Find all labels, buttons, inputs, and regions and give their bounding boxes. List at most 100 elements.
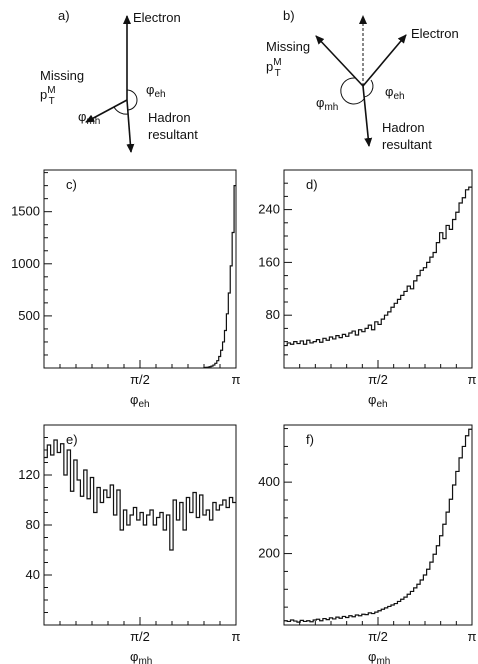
- histogram-series: [284, 428, 472, 623]
- histogram-bin: [297, 344, 300, 368]
- phi-subscript: mh: [376, 656, 390, 664]
- histogram-bin: [186, 498, 189, 626]
- histogram-bin: [417, 584, 420, 625]
- histogram-bin: [397, 601, 400, 625]
- histogram-bin: [294, 621, 297, 625]
- histogram-bin: [459, 458, 462, 625]
- histogram-bin: [51, 455, 54, 625]
- phi-symbol: φ: [316, 95, 324, 110]
- panel-label: e): [66, 432, 78, 447]
- histogram-bin: [223, 342, 225, 368]
- histogram-bin: [401, 295, 404, 368]
- histogram-bin: [120, 530, 123, 625]
- phi-symbol: φ: [385, 84, 393, 99]
- histogram-bin: [446, 512, 449, 625]
- resultant-label: resultant: [148, 127, 198, 142]
- histogram-bin: [355, 615, 358, 625]
- histogram-bin: [466, 190, 469, 368]
- histogram-bin: [310, 622, 313, 625]
- histogram-bin: [77, 480, 80, 625]
- y-tick-label: 1000: [11, 256, 40, 271]
- histogram-bin: [217, 361, 219, 368]
- histogram-bin: [54, 440, 57, 625]
- histogram-bin: [378, 324, 381, 368]
- histogram-bin: [287, 621, 290, 625]
- histogram-bin: [287, 343, 290, 368]
- histogram-bin: [333, 339, 336, 368]
- x-axis-label: φmh: [130, 649, 152, 664]
- histogram-bin: [140, 513, 143, 626]
- electron-label: Electron: [133, 10, 181, 25]
- histogram-bin: [84, 470, 87, 625]
- histogram-bin: [127, 525, 130, 625]
- x-tick-label: π/2: [130, 372, 150, 387]
- histogram-bin: [173, 500, 176, 625]
- histogram-bin: [326, 340, 329, 368]
- panel-label: f): [306, 432, 314, 447]
- histogram-bin: [368, 613, 371, 625]
- missing-pt-label: pM T: [40, 85, 56, 107]
- histogram-bin: [469, 187, 472, 368]
- histogram-bin: [180, 503, 183, 626]
- histogram-bin: [107, 498, 110, 626]
- plot-frame: [43, 169, 237, 369]
- histogram-bin: [456, 471, 459, 625]
- histogram-bin: [133, 508, 136, 626]
- y-tick-label: 80: [26, 517, 40, 532]
- pt-symbol: p: [40, 87, 47, 102]
- phi-eh-label: φeh: [146, 82, 166, 100]
- histogram-bin: [436, 546, 439, 625]
- histogram-panel-e: π/2 π 40 80 120 e) φmh: [18, 424, 241, 664]
- histogram-bin: [381, 319, 384, 368]
- histogram-bin: [290, 344, 293, 368]
- missing-pt-arrow: [315, 35, 364, 87]
- missing-pt-label: pM T: [266, 57, 282, 79]
- histogram-bin: [404, 291, 407, 368]
- histogram-bin: [203, 515, 206, 625]
- histogram-bin: [440, 536, 443, 625]
- histogram-bin: [137, 520, 140, 625]
- histogram-bin: [339, 338, 342, 368]
- phi-symbol: φ: [130, 392, 138, 407]
- histogram-bin: [229, 498, 232, 626]
- histogram-bin: [206, 510, 209, 625]
- histogram-bin: [157, 518, 160, 626]
- phi-sub: mh: [324, 102, 338, 113]
- histogram-bin: [375, 612, 378, 625]
- phi-sub: mh: [86, 116, 100, 127]
- histogram-bin: [316, 340, 319, 368]
- histogram-bin: [303, 621, 306, 625]
- histogram-bin: [427, 569, 430, 625]
- phi-subscript: eh: [376, 399, 387, 410]
- histogram-bin: [219, 505, 222, 625]
- histogram-bin: [216, 510, 219, 625]
- hadron-label: Hadron: [148, 110, 191, 125]
- histogram-bin: [150, 510, 153, 625]
- histogram-bin: [372, 614, 375, 625]
- histogram-bin: [414, 588, 417, 625]
- histogram-bin: [410, 289, 413, 368]
- missing-label: Missing: [266, 39, 310, 54]
- histogram-bin: [90, 478, 93, 626]
- histogram-bin: [209, 367, 211, 368]
- histogram-bin: [394, 303, 397, 368]
- histogram-bin: [310, 343, 313, 368]
- histogram-bin: [336, 617, 339, 625]
- phi-mh-arc: [113, 106, 129, 115]
- histogram-bin: [221, 350, 223, 368]
- histogram-bin: [183, 530, 186, 625]
- histogram-bin: [210, 520, 213, 625]
- y-tick-label: 1500: [11, 204, 40, 219]
- histogram-bin: [359, 616, 362, 625]
- histogram-bin: [391, 605, 394, 625]
- histogram-bin: [147, 515, 150, 625]
- x-tick-label: π: [468, 372, 477, 387]
- histogram-bin: [323, 619, 326, 625]
- histogram-bin: [163, 530, 166, 625]
- histogram-bin: [339, 618, 342, 625]
- histogram-bin: [64, 475, 67, 625]
- histogram-bin: [433, 554, 436, 625]
- histogram-panel-f: π/2 π 200 400 f) φmh: [258, 424, 477, 664]
- histogram-bin: [359, 330, 362, 368]
- missing-label: Missing: [40, 68, 84, 83]
